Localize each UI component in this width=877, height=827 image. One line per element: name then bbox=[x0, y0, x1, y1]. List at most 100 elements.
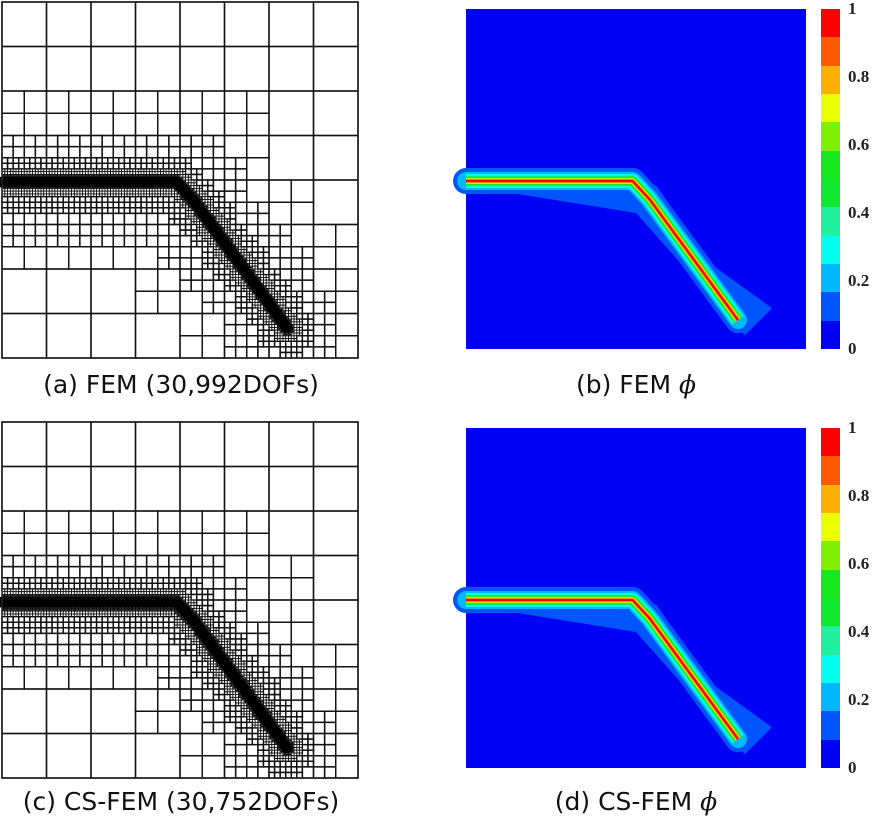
mesh-element bbox=[179, 162, 187, 170]
mesh-element bbox=[182, 201, 186, 206]
mesh-element bbox=[234, 190, 248, 203]
mesh-element bbox=[9, 610, 14, 615]
mesh-element bbox=[12, 577, 20, 585]
mesh-element bbox=[207, 190, 215, 198]
mesh-element bbox=[143, 190, 148, 195]
mesh-element bbox=[223, 168, 237, 181]
mesh-element bbox=[232, 271, 237, 275]
mesh-element bbox=[29, 615, 37, 623]
mesh-element bbox=[179, 45, 226, 92]
mesh-element bbox=[45, 207, 53, 215]
mesh-element bbox=[71, 171, 75, 175]
mesh-element bbox=[160, 187, 164, 192]
mesh-element bbox=[260, 279, 264, 284]
mesh-element bbox=[23, 162, 31, 170]
mesh-element bbox=[95, 162, 103, 170]
mesh-element bbox=[112, 195, 120, 203]
mesh-element bbox=[90, 90, 114, 114]
mesh-element bbox=[23, 171, 28, 175]
mesh-element bbox=[43, 171, 47, 175]
mesh-element bbox=[15, 610, 20, 615]
mesh-element bbox=[263, 310, 267, 314]
mesh-element bbox=[157, 187, 161, 192]
mesh-element bbox=[268, 329, 276, 337]
mesh-element bbox=[76, 591, 81, 595]
mesh-element bbox=[168, 201, 176, 209]
mesh-element bbox=[71, 591, 75, 595]
mesh-element bbox=[285, 310, 289, 314]
mesh-element bbox=[40, 157, 48, 165]
mesh-element bbox=[157, 145, 170, 159]
mesh-element bbox=[79, 582, 87, 590]
mesh-element bbox=[284, 279, 292, 287]
mesh-element bbox=[190, 182, 195, 186]
mesh-element bbox=[262, 340, 270, 348]
mesh-element bbox=[199, 226, 203, 231]
mesh-element bbox=[1, 234, 14, 248]
mesh-element bbox=[179, 312, 203, 337]
mesh-element bbox=[251, 260, 256, 264]
mesh-element bbox=[123, 162, 131, 170]
mesh-element bbox=[60, 591, 64, 595]
mesh-element bbox=[1, 312, 48, 359]
mesh-element bbox=[249, 290, 253, 295]
mesh-element bbox=[284, 340, 292, 348]
mesh-element bbox=[118, 157, 126, 165]
mesh-element bbox=[246, 134, 270, 159]
mesh-element bbox=[126, 171, 131, 175]
mesh-element bbox=[238, 249, 242, 253]
mesh-element bbox=[96, 190, 100, 195]
mesh-element bbox=[101, 145, 114, 159]
mesh-element bbox=[145, 157, 153, 165]
mesh-element bbox=[145, 162, 153, 170]
mesh-element bbox=[40, 621, 48, 629]
mesh-element bbox=[43, 610, 47, 615]
mesh-element bbox=[154, 171, 159, 175]
mesh-element bbox=[335, 223, 359, 248]
mesh-element bbox=[134, 145, 148, 159]
mesh-element bbox=[257, 329, 265, 337]
mesh-element bbox=[134, 162, 142, 170]
mesh-element bbox=[146, 171, 150, 175]
mesh-element bbox=[179, 335, 203, 359]
mesh-element bbox=[112, 134, 126, 148]
mesh-element bbox=[238, 279, 242, 284]
mesh-element bbox=[98, 187, 103, 192]
mesh-element bbox=[157, 190, 161, 195]
mesh-element bbox=[134, 134, 148, 148]
mesh-element bbox=[207, 232, 211, 237]
mesh-element bbox=[257, 346, 270, 359]
mesh-element bbox=[268, 346, 281, 359]
mesh-element bbox=[23, 510, 48, 534]
mesh-element bbox=[29, 187, 33, 192]
mesh-element bbox=[51, 577, 59, 585]
mesh-element bbox=[1, 134, 14, 148]
mesh-element bbox=[1, 654, 14, 668]
mesh-element bbox=[60, 610, 64, 615]
mesh-element bbox=[6, 162, 14, 170]
mesh-element bbox=[29, 207, 37, 215]
mesh-element bbox=[12, 621, 20, 629]
mesh-element bbox=[157, 201, 165, 209]
mesh-element bbox=[179, 157, 187, 165]
mesh-element bbox=[234, 307, 242, 315]
mesh-element bbox=[1, 621, 9, 629]
mesh-element bbox=[268, 318, 273, 323]
mesh-element bbox=[90, 162, 98, 170]
mesh-element bbox=[168, 190, 173, 195]
mesh-element bbox=[146, 187, 150, 192]
mesh-element bbox=[157, 162, 165, 170]
mesh-element bbox=[179, 257, 192, 270]
mesh-element bbox=[56, 212, 70, 226]
mesh-element bbox=[1, 565, 14, 579]
mesh-element bbox=[223, 190, 237, 203]
mesh-element bbox=[290, 201, 315, 226]
mesh-element bbox=[149, 187, 153, 192]
mesh-element bbox=[257, 318, 265, 326]
mesh-element bbox=[162, 171, 167, 175]
mesh-element bbox=[182, 176, 186, 181]
mesh-element bbox=[268, 290, 273, 295]
mesh-element bbox=[137, 187, 142, 192]
mesh-element bbox=[34, 632, 48, 646]
mesh-element bbox=[234, 335, 248, 348]
